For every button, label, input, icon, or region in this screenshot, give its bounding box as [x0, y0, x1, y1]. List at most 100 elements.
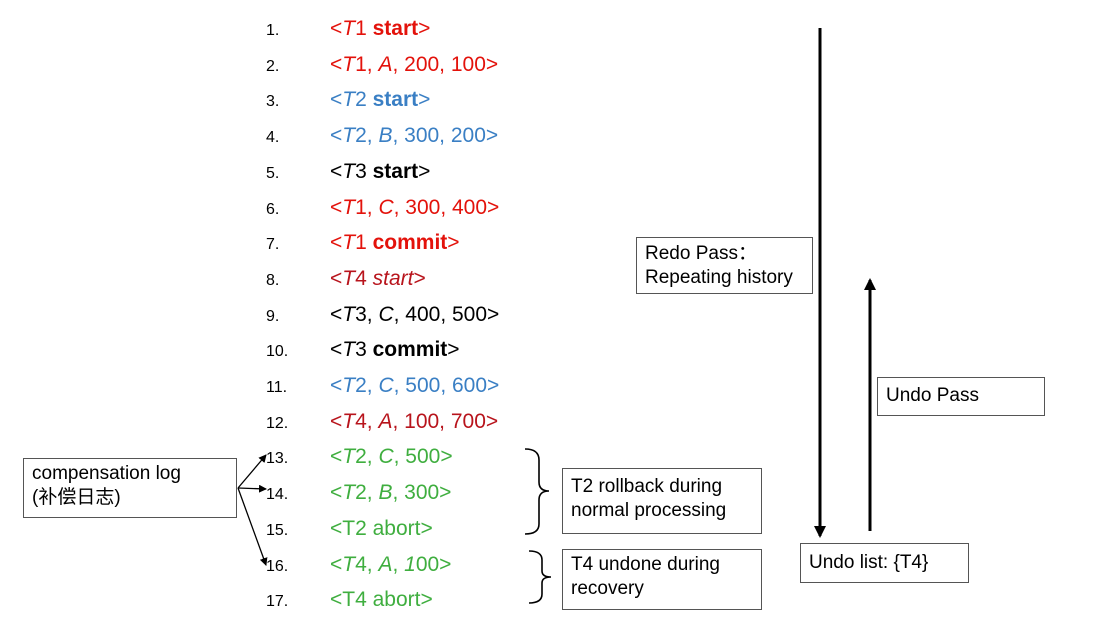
log-record-part: <: [330, 409, 343, 433]
log-record-part: 2,: [355, 445, 379, 469]
log-record-part: T: [342, 338, 356, 362]
log-record-part: A: [378, 552, 393, 576]
log-record-entry: <T1, A, 200, 100>: [330, 52, 498, 78]
log-record-entry: <T2 start>: [330, 87, 430, 113]
compensation-log-label-cn: (补偿日志): [32, 487, 121, 508]
compensation-arrow-16: [237, 487, 268, 566]
log-record-part: start: [372, 17, 419, 40]
log-record-part: 1,: [355, 52, 379, 76]
compensation-log-label: compensation log: [32, 463, 181, 484]
log-record-part: B: [378, 124, 393, 148]
log-record-number: 14.: [266, 486, 289, 504]
log-record-part: 2,: [355, 374, 379, 397]
log-record-part: T: [342, 88, 356, 112]
log-record-part: , 400, 500>: [393, 302, 500, 326]
log-record-part: 4,: [355, 409, 379, 433]
log-record-part: , 300>: [392, 481, 452, 505]
undo-pass-label: Undo Pass: [886, 385, 979, 406]
log-record-part: <: [330, 159, 343, 183]
log-record-part: <: [330, 481, 343, 505]
log-record-part: >: [418, 159, 431, 183]
log-record-part: >: [447, 231, 460, 255]
log-record-part: 00>: [415, 552, 452, 576]
log-record-part: T: [342, 302, 356, 326]
log-record-part: , 500>: [393, 445, 453, 469]
log-record-part: 4: [355, 266, 373, 290]
log-record-part: A: [378, 52, 393, 76]
log-record-part: <: [330, 374, 343, 397]
log-record-number: 6.: [266, 200, 280, 218]
log-record-part: <T4 abort>: [330, 588, 433, 612]
undo-list-label: Undo list: {T4}: [809, 552, 929, 573]
log-record-part: 1: [355, 17, 373, 40]
log-record-part: ,: [392, 552, 405, 576]
log-record-number: 2.: [266, 57, 280, 75]
compensation-arrow-14: [237, 484, 267, 493]
log-record-entry: <T1 start>: [330, 16, 430, 42]
log-record-entry: <T3 start>: [330, 159, 430, 185]
t4-undone-box: T4 undone during recovery: [562, 549, 762, 610]
log-record-part: >: [413, 266, 426, 290]
t4-undone-brace: [528, 550, 552, 604]
compensation-arrow-13: [237, 454, 267, 489]
log-record-entry: <T4 start>: [330, 266, 426, 292]
log-record-part: <: [330, 195, 343, 219]
log-record-part: T: [342, 481, 356, 505]
log-record-part: C: [378, 374, 394, 397]
log-record-entry: <T2, B, 300, 200>: [330, 123, 498, 149]
log-record-number: 1.: [266, 22, 280, 39]
log-record-part: T: [342, 231, 356, 255]
t2-rollback-label-2: normal processing: [571, 500, 727, 521]
log-record-part: <T2 abort>: [330, 516, 433, 540]
log-record-number: 15.: [266, 521, 289, 539]
log-record-part: start: [372, 159, 419, 183]
log-record-part: 3: [355, 338, 373, 362]
log-record-part: C: [378, 445, 394, 469]
log-record-entry: <T2, C, 500>: [330, 444, 453, 470]
compensation-log-box: compensation log (补偿日志): [23, 458, 237, 518]
log-record-part: 2: [355, 88, 373, 112]
log-record-part: <: [330, 302, 343, 326]
log-record-entry: <T2, B, 300>: [330, 480, 451, 506]
log-record-part: B: [378, 481, 393, 505]
log-record-part: , 300, 400>: [393, 195, 500, 219]
log-record-part: T: [342, 445, 356, 469]
log-record-number: 8.: [266, 271, 280, 289]
log-record-part: T: [342, 552, 356, 576]
log-record-entry: <T1 commit>: [330, 230, 460, 256]
log-record-part: T: [342, 374, 356, 397]
log-record-number: 13.: [266, 450, 289, 468]
log-record-part: 4,: [355, 552, 379, 576]
log-record-part: A: [378, 409, 393, 433]
undo-list-box: Undo list: {T4}: [800, 543, 969, 583]
log-record-part: <: [330, 88, 343, 112]
log-record-number: 3.: [266, 93, 280, 111]
t4-undone-label-2: recovery: [571, 578, 644, 599]
log-record-part: 3,: [355, 302, 379, 326]
log-record-part: T: [342, 17, 356, 40]
log-record-part: , 500, 600>: [393, 374, 500, 397]
log-record-part: <: [330, 231, 343, 255]
log-record-part: commit: [372, 338, 448, 362]
log-record-part: 2,: [355, 481, 379, 505]
log-record-part: T: [342, 159, 356, 183]
t2-rollback-label: T2 rollback during: [571, 476, 723, 497]
log-record-part: 1: [404, 552, 416, 576]
log-record-entry: <T3, C, 400, 500>: [330, 302, 499, 328]
log-record-part: 1,: [355, 195, 379, 219]
log-record-part: C: [378, 302, 394, 326]
log-record-number: 10.: [266, 343, 289, 361]
log-record-part: <: [330, 266, 343, 290]
log-record-part: , 300, 200>: [392, 124, 499, 148]
redo-pass-label-2: Repeating history: [645, 267, 793, 288]
log-record-part: 3: [355, 159, 373, 183]
t2-rollback-box: T2 rollback during normal processing: [562, 468, 762, 534]
log-record-part: commit: [372, 231, 448, 255]
log-record-entry: <T4, A, 100>: [330, 552, 451, 578]
log-record-number: 16.: [266, 557, 289, 575]
log-record-part: T: [342, 195, 356, 219]
log-record-entry: <T2, C, 500, 600>: [330, 373, 499, 399]
log-record-part: >: [418, 88, 431, 112]
log-record-entry: <T4 abort>: [330, 587, 433, 613]
log-record-part: >: [418, 17, 431, 40]
